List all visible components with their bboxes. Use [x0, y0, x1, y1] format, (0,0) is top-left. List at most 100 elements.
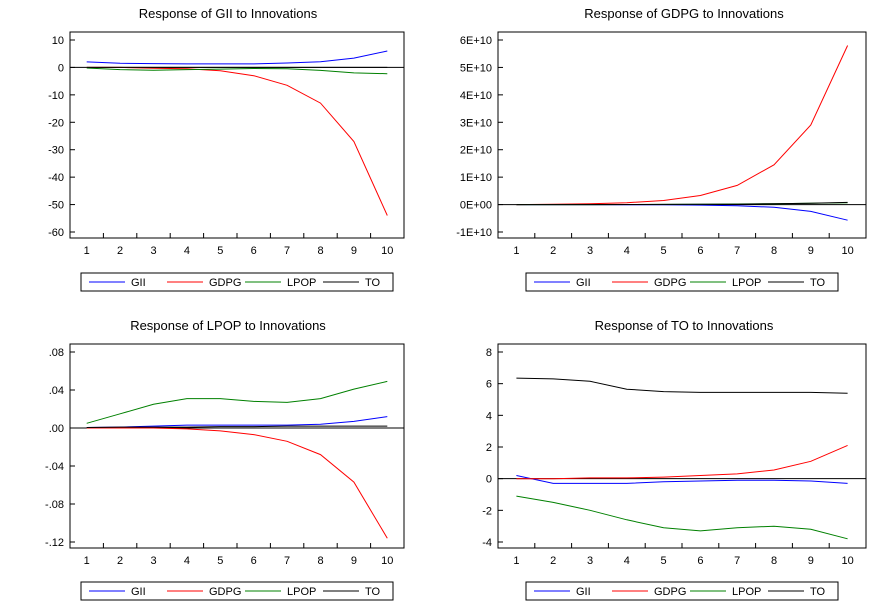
- y-tick-label: 0E+00: [460, 200, 492, 212]
- legend-label-gdpg: GDPG: [209, 277, 241, 289]
- y-tick-label: -.04: [45, 461, 64, 473]
- y-tick-label: .08: [49, 347, 64, 359]
- x-tick-label: 6: [697, 245, 703, 257]
- legend-label-to: TO: [810, 586, 826, 598]
- legend-label-gii: GII: [576, 277, 591, 289]
- plot-frame: [497, 31, 867, 239]
- x-tick-label: 10: [841, 555, 853, 567]
- legend: GII GDPG LPOP TO: [80, 272, 394, 292]
- x-tick-label: 2: [117, 555, 123, 567]
- legend-label-to: TO: [365, 277, 381, 289]
- x-tick-label: 1: [513, 555, 519, 567]
- series-line-gii: [86, 50, 388, 65]
- x-tick-label: 8: [317, 555, 323, 567]
- plot-frame: [497, 343, 867, 549]
- legend: GII GDPG LPOP TO: [525, 272, 839, 292]
- legend-box: [525, 581, 839, 601]
- x-tick-label: 9: [808, 555, 814, 567]
- x-tick-label: 2: [550, 555, 556, 567]
- x-tick-label: 5: [217, 555, 223, 567]
- x-tick-label: 4: [184, 555, 190, 567]
- y-tick-label: -10: [48, 90, 64, 102]
- legend: GII GDPG LPOP TO: [80, 581, 394, 601]
- legend-label-to: TO: [365, 586, 381, 598]
- y-tick-label: 6E+10: [460, 35, 492, 47]
- chart-panel-1: Response of GII to Innovations 10 0 -10 -20 -…: [48, 6, 405, 292]
- series-line-gdpg: [86, 66, 388, 216]
- x-tick-label: 4: [184, 245, 190, 257]
- series-line-gdpg: [516, 444, 848, 480]
- legend-label-lpop: LPOP: [287, 277, 316, 289]
- series-line-gii: [516, 475, 848, 484]
- x-tick-label: 9: [808, 245, 814, 257]
- x-tick-label: 10: [381, 555, 393, 567]
- x-tick-label: 3: [587, 555, 593, 567]
- y-tick-label: -.12: [45, 537, 64, 549]
- x-tick-label: 1: [84, 555, 90, 567]
- series-line-gdpg: [516, 45, 849, 206]
- series-line-to: [516, 201, 848, 206]
- x-tick-label: 6: [697, 555, 703, 567]
- legend: GII GDPG LPOP TO: [525, 581, 839, 601]
- y-tick-label: -40: [48, 172, 64, 184]
- x-tick-label: 1: [84, 245, 90, 257]
- legend-label-lpop: LPOP: [732, 277, 761, 289]
- legend-label-gii: GII: [576, 586, 591, 598]
- chart-title: Response of LPOP to Innovations: [130, 318, 326, 333]
- y-tick-label: 6: [486, 379, 492, 391]
- chart-title: Response of GII to Innovations: [139, 6, 318, 21]
- y-tick-label: 2E+10: [460, 145, 492, 157]
- y-tick-label: 0: [58, 62, 64, 74]
- chart-title: Response of TO to Innovations: [595, 318, 774, 333]
- y-tick-label: 4: [486, 410, 492, 422]
- y-tick-label: -50: [48, 200, 64, 212]
- x-tick-label: 4: [624, 245, 630, 257]
- legend-label-gdpg: GDPG: [654, 277, 686, 289]
- x-tick-label: 4: [624, 555, 630, 567]
- legend-label-to: TO: [810, 277, 826, 289]
- legend-label-gdpg: GDPG: [209, 586, 241, 598]
- legend-box: [525, 272, 839, 292]
- chart-panel-2: Response of GDPG to Innovations 6E+10 5E+1…: [456, 6, 867, 292]
- x-tick-label: 10: [381, 245, 393, 257]
- x-tick-label: 8: [317, 245, 323, 257]
- x-tick-label: 5: [661, 245, 667, 257]
- y-tick-label: 3E+10: [460, 117, 492, 129]
- x-tick-label: 3: [150, 245, 156, 257]
- y-tick-label: .04: [49, 385, 64, 397]
- y-tick-label: 2: [486, 442, 492, 454]
- series-line-to: [516, 377, 848, 394]
- x-tick-label: 2: [117, 245, 123, 257]
- x-tick-label: 3: [150, 555, 156, 567]
- x-tick-label: 9: [351, 555, 357, 567]
- x-tick-label: 7: [734, 245, 740, 257]
- x-tick-label: 2: [550, 245, 556, 257]
- legend-label-lpop: LPOP: [287, 586, 316, 598]
- series-line-lpop: [516, 495, 848, 540]
- series-line-to: [86, 425, 388, 428]
- x-tick-label: 8: [771, 245, 777, 257]
- series-line-gii: [516, 204, 848, 221]
- y-tick-label: 5E+10: [460, 62, 492, 74]
- x-tick-label: 5: [661, 555, 667, 567]
- x-tick-label: 8: [771, 555, 777, 567]
- x-tick-label: 7: [284, 245, 290, 257]
- x-tick-label: 6: [251, 245, 257, 257]
- legend-label-gdpg: GDPG: [654, 586, 686, 598]
- chart-title: Response of GDPG to Innovations: [584, 6, 784, 21]
- legend-box: [80, 272, 394, 292]
- y-tick-label: -60: [48, 227, 64, 239]
- x-tick-label: 10: [841, 245, 853, 257]
- x-tick-label: 7: [734, 555, 740, 567]
- y-tick-label: -1E+10: [456, 227, 492, 239]
- y-tick-label: -4: [482, 537, 492, 549]
- y-tick-label: 10: [52, 35, 64, 47]
- legend-label-lpop: LPOP: [732, 586, 761, 598]
- chart-panel-4: Response of TO to Innovations 8 6 4 2 0 -2 -4 1 2…: [482, 318, 867, 601]
- y-tick-label: .00: [49, 423, 64, 435]
- y-tick-label: -20: [48, 117, 64, 129]
- x-tick-label: 1: [513, 245, 519, 257]
- series-line-lpop: [86, 67, 388, 75]
- chart-panel-3: Response of LPOP to Innovations .08 .04 .00…: [45, 318, 405, 601]
